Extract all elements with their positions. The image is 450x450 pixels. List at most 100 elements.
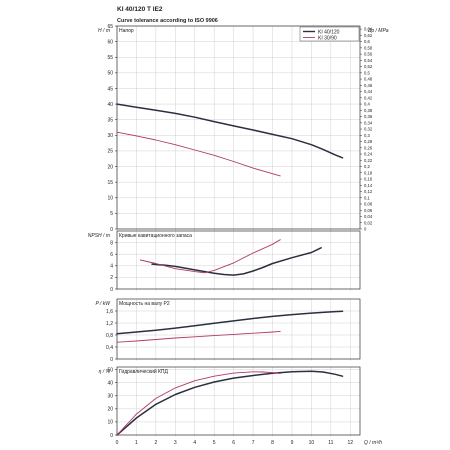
- y-tick-label: 40: [107, 380, 113, 386]
- panel-title: Гидравлический КПД: [119, 368, 169, 375]
- y-right-tick-label: 0,4: [364, 102, 370, 107]
- y-tick-label: 10: [107, 196, 113, 202]
- y-tick-label: 40: [107, 102, 113, 108]
- y-right-tick-label: 0,08: [364, 202, 373, 207]
- y-right-tick-label: 0,48: [364, 77, 373, 82]
- series-line-1: [116, 310, 344, 335]
- y-right-tick-label: 0,46: [364, 83, 373, 88]
- y-right-tick-label: 0,24: [364, 152, 373, 157]
- y-axis-label: H / m: [98, 28, 110, 34]
- series-line-1: [151, 247, 322, 276]
- y-right-tick-label: 0,5: [364, 70, 370, 75]
- panel-frame: [116, 230, 361, 290]
- y-right-tick-label: 0,54: [364, 58, 373, 63]
- y-tick-label: 5: [110, 211, 113, 217]
- grid-head: [116, 25, 360, 231]
- y-right-tick-label: 0,36: [364, 114, 373, 119]
- y-right-axis-label: Δp / MPa: [367, 28, 389, 34]
- y-tick-label: 1,6: [106, 309, 113, 315]
- x-tick-label: 4: [193, 440, 196, 446]
- y-right-tick-label: 0,58: [364, 45, 373, 50]
- y-axis-label: η / %: [99, 369, 111, 375]
- x-tick-label: 6: [232, 440, 235, 446]
- chart-title: KI 40/120 T IE2: [117, 6, 163, 13]
- y-right-tick-label: 0,28: [364, 139, 373, 144]
- y-right-tick-label: 0,64: [364, 27, 373, 32]
- panel-power: 0 0,4 0,8 1,2 1,6 P / kW Мощность на валу P2: [95, 298, 361, 363]
- y-right-tick-label: 0,32: [364, 127, 373, 132]
- series-line-1: [116, 370, 344, 436]
- y-right-tick-label: 0,06: [364, 208, 373, 213]
- legend-label-1: KI 40/120: [318, 29, 340, 35]
- y-right-tick-label: 0,56: [364, 52, 373, 57]
- y-right-tick-label: 0,34: [364, 120, 373, 125]
- series-line-1: [116, 103, 344, 159]
- y-tick-label: 0,8: [106, 333, 113, 339]
- y-tick-label: 1,2: [106, 321, 113, 327]
- x-tick-label: 9: [291, 440, 294, 446]
- y-tick-label: 0: [110, 287, 113, 293]
- y-tick-label: 35: [107, 117, 113, 123]
- y-tick-label: 25: [107, 149, 113, 155]
- y-right-tick-label: 0,22: [364, 158, 373, 163]
- y-right-tick-label: 0,14: [364, 183, 373, 188]
- legend-label-2: KI 30/90: [318, 35, 337, 41]
- y-right-tick-label: 0,12: [364, 189, 373, 194]
- chart-subtitle: Curve tolerance according to ISO 9906: [117, 18, 218, 24]
- y-right-tick-label: 0,26: [364, 145, 373, 150]
- y-tick-label: 30: [107, 394, 113, 400]
- y-right-tick-label: 0,44: [364, 89, 373, 94]
- y-tick-label: 2: [110, 275, 113, 281]
- panel-title: Напор: [119, 28, 134, 34]
- y-tick-label: 20: [107, 407, 113, 413]
- y-tick-label: 0,4: [106, 345, 113, 351]
- y-tick-label: 65: [107, 24, 113, 30]
- x-tick-label: 3: [174, 440, 177, 446]
- y-right-tick-label: 0: [364, 227, 367, 232]
- y-tick-label: 10: [107, 420, 113, 426]
- grid-npsh: [116, 231, 360, 291]
- series-line-2: [116, 131, 281, 177]
- y-tick-label: 0: [110, 357, 113, 363]
- y-tick-label: 50: [107, 71, 113, 77]
- x-tick-label: 12: [347, 440, 353, 446]
- x-axis-label: Q / m³/h: [364, 440, 382, 446]
- y-tick-label: 60: [107, 39, 113, 45]
- y-right-tick-label: 0,04: [364, 214, 373, 219]
- y-tick-label: 55: [107, 55, 113, 61]
- x-tick-label: 10: [309, 440, 315, 446]
- y-right-tick-label: 0,18: [364, 170, 373, 175]
- series-line-2: [139, 239, 281, 274]
- y-tick-label: 8: [110, 240, 113, 246]
- y-right-tick-label: 0,2: [364, 164, 370, 169]
- y-right-tick-label: 0,02: [364, 220, 373, 225]
- y-tick-label: 45: [107, 86, 113, 92]
- y-tick-label: 30: [107, 133, 113, 139]
- y-tick-label: 0: [110, 433, 113, 439]
- y-right-tick-label: 0,6: [364, 39, 370, 44]
- y-right-tick-label: 0,42: [364, 95, 373, 100]
- x-tick-label: 11: [328, 440, 333, 446]
- y-right-tick-label: 0,3: [364, 133, 370, 138]
- x-tick-label: 7: [252, 440, 255, 446]
- x-tick-label: 2: [154, 440, 157, 446]
- y-tick-label: 15: [107, 180, 113, 186]
- y-right-tick-label: 0,62: [364, 33, 373, 38]
- y-tick-label: 50: [107, 367, 113, 373]
- panel-head: 00,020,040,060,080,10,120,140,160,180,20…: [98, 24, 389, 233]
- chart-panels: 00,020,040,060,080,10,120,140,160,180,20…: [88, 24, 389, 446]
- y-tick-label: 4: [110, 264, 113, 270]
- panel-frame: [116, 366, 361, 436]
- panel-title: Мощность на валу P2: [119, 301, 170, 307]
- x-tick-label: 5: [213, 440, 216, 446]
- y-right-tick-label: 0,1: [364, 195, 370, 200]
- y-right-tick-label: 0,52: [364, 64, 373, 69]
- y-axis-label: P / kW: [95, 301, 111, 307]
- y-axis-label: NPSH / m: [88, 233, 110, 239]
- series-line-2: [116, 371, 281, 436]
- y-tick-label: 20: [107, 164, 113, 170]
